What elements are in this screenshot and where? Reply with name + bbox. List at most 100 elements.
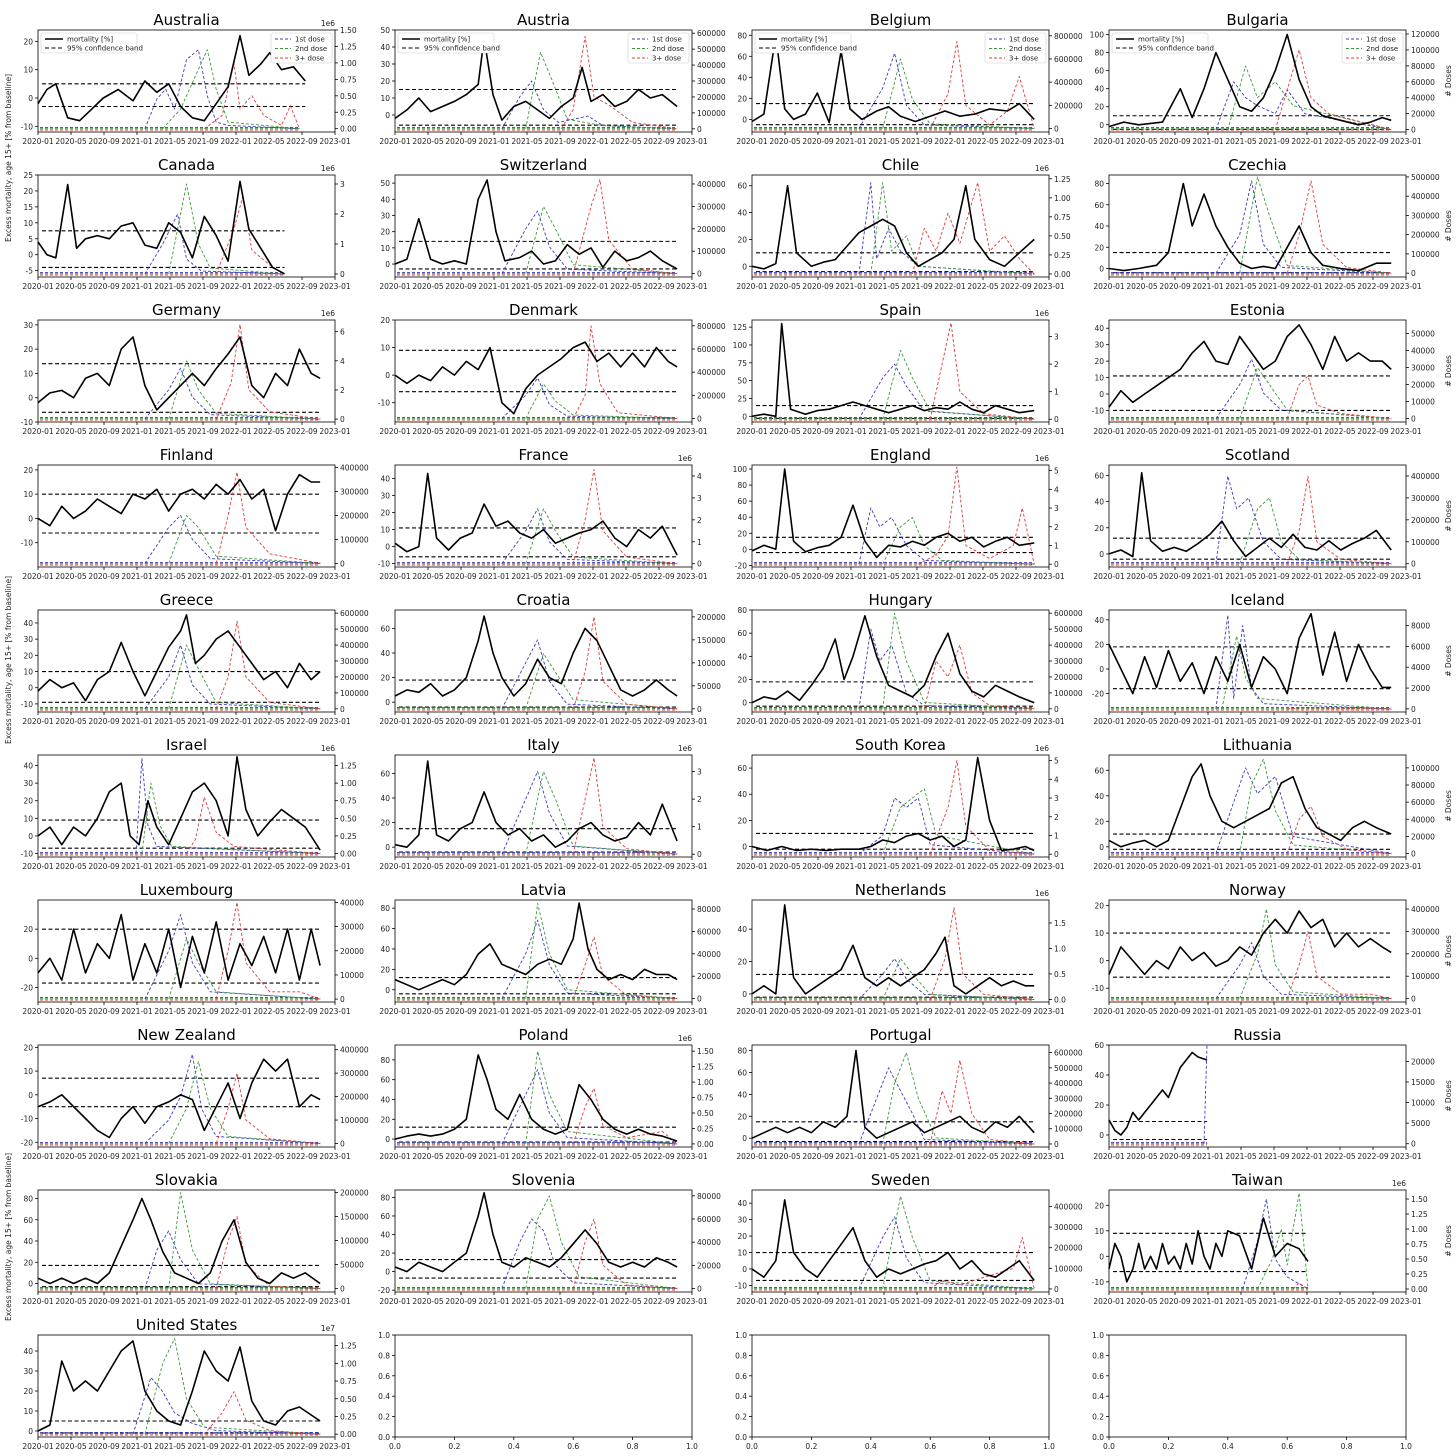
x-tick-label: 2023-01 [1390,1152,1422,1161]
y2-tick-label: 2 [697,516,702,525]
dose3-series [1286,805,1392,855]
x-tick-label: 2023-01 [1390,427,1422,436]
y2-tick-label: 20000 [1411,110,1435,119]
mortality-series [37,473,321,532]
y-tick-label: 0 [385,843,390,852]
dose1-series [1215,358,1392,420]
x-tick-label: 2020-09 [88,427,120,436]
dose3-series [572,468,678,565]
x-tick-label: 2022-01 [934,137,966,146]
x-tick-label: 2022-01 [577,137,609,146]
x-tick-label: 2022-09 [1357,1297,1389,1306]
y2-tick-label: 0.00 [1411,1285,1428,1294]
x-tick-label: 2022-05 [610,137,642,146]
y2-axis-label: # Doses [1444,65,1453,97]
x-tick-label: 2021-09 [187,1152,219,1161]
x-tick-label: 2020-01 [736,572,768,581]
y2-tick-label: 200000 [1411,516,1440,525]
y-tick-label: 60 [23,1216,33,1225]
x-tick-label: 2023-01 [1390,862,1422,871]
y2-tick-label: 0 [697,995,702,1004]
x-tick-label: 2021-01 [121,717,153,726]
y2-tick-label: 3 [1054,504,1059,513]
x-tick-label: 2021-01 [478,572,510,581]
x-tick-label: 2023-01 [319,1007,351,1016]
subplot-title: Slovenia [512,1171,576,1189]
y-tick-label: 30 [23,321,33,330]
y2-axis-label: # Doses [1444,790,1453,822]
x-tick-label: 2023-01 [319,1152,351,1161]
dose3-series [572,616,678,710]
y-tick-label: -10 [21,418,33,427]
dose2-series [168,1191,321,1290]
legend-mortality-label: mortality [%] [1138,36,1184,44]
y2-tick-label: 0 [340,270,345,279]
x-tick-label: 2020-01 [22,572,54,581]
y2-tick-label: 1.25 [340,1342,357,1351]
dose1-series [1215,614,1392,710]
x-tick-label: 2021-09 [901,572,933,581]
dose2-series [1239,758,1392,855]
y-tick-label: 0 [28,954,33,963]
y2-tick-label: 0 [340,1139,345,1148]
x-tick-label: 2021-09 [1258,572,1290,581]
y2-axis-label: # Doses [1444,935,1453,967]
x-tick-label: 2021-09 [901,282,933,291]
mortality-series [751,1049,1035,1139]
dose1-series [501,639,678,710]
mortality-series [751,615,1035,704]
y2-tick-label: 1.00 [1054,194,1071,203]
subplot-title: Italy [527,736,560,754]
y2-tick-label: 1.5 [1054,919,1066,928]
x-tick-label: 2021-05 [511,282,543,291]
y2-tick-label: 40000 [1411,94,1435,103]
subplot-iceland: Iceland -20 0 20 40 0 2000 4000 6000 8000 # Doses 2… [1092,591,1453,726]
x-tick-label: 2021-09 [1258,1007,1290,1016]
y2-tick-label: 200000 [1054,1244,1083,1253]
y2-axis-label: # Doses [1444,500,1453,532]
x-tick-label: 2022-09 [1357,137,1389,146]
y2-tick-label: 80000 [697,1192,721,1201]
x-tick-label: 2021-09 [1258,862,1290,871]
y2-tick-label: 0 [340,705,345,714]
x-tick-label: 2021-01 [121,1152,153,1161]
y-tick-label: -10 [21,1115,33,1124]
subplot-title: Hungary [868,591,932,609]
x-tick-label: 2020-01 [379,1007,411,1016]
x-tick-label: 0.6 [567,1442,579,1451]
x-tick-label: 2021-01 [835,282,867,291]
legend-mortality-label: mortality [%] [67,36,113,44]
x-tick-label: 2020-09 [445,1152,477,1161]
x-tick-label: 2022-09 [1357,717,1389,726]
x-tick-label: 2022-09 [643,572,675,581]
dose2-series [162,49,300,130]
x-tick-label: 2023-01 [676,862,708,871]
x-tick-label: 2021-01 [478,1152,510,1161]
x-tick-label: 2022-01 [577,717,609,726]
y2-tick-label: 10000 [340,971,364,980]
x-tick-label: 2022-05 [253,572,285,581]
y-tick-label: 20 [1094,640,1104,649]
x-tick-label: 2023-01 [1033,427,1065,436]
y2-tick-label: 20000 [697,1261,721,1270]
subplot-estonia: Estonia -10 0 10 20 30 40 0 10000 20000 30000 40000… [1092,301,1453,436]
dose1-series [144,1053,321,1144]
y-tick-label: 0 [1099,550,1104,559]
subplot-israel: Israel -10 0 10 20 30 40 0.00 0.25 0.50 0.75 1.00 1.… [21,736,357,871]
x-tick-label: 2020-09 [802,1297,834,1306]
legend-left: mortality [%]95% confidence band [1111,32,1214,54]
y-tick-label: 80 [737,481,747,490]
x-tick-label: 2020-01 [1093,282,1125,291]
subplot-poland: Poland 0 20 40 60 80 0.00 0.25 0.50 0.75 1.00 1.25 1… [379,1026,714,1161]
y-tick-label: 0 [742,1265,747,1274]
x-tick-label: 2021-01 [478,1297,510,1306]
y-tick-label: 40 [1094,792,1104,801]
y-tick-label: 40 [23,619,33,628]
y2-tick-label: 0.00 [340,849,357,858]
y-tick-label: 40 [23,762,33,771]
x-tick-label: 2022-09 [286,1297,318,1306]
mortality-series [394,472,678,556]
x-tick-label: 2022-05 [610,572,642,581]
x-tick-label: 2023-01 [1033,1297,1065,1306]
x-tick-label: 2021-09 [901,1007,933,1016]
